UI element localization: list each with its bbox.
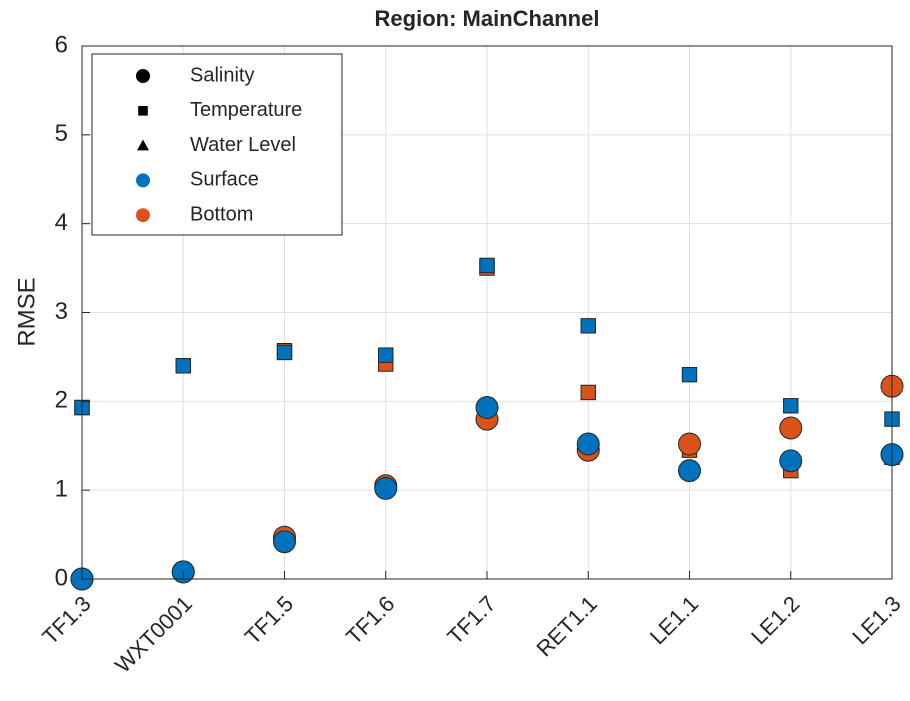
point bbox=[580, 318, 596, 334]
marker bbox=[138, 106, 148, 116]
point bbox=[475, 396, 499, 420]
x-tick-label: TF1.3 bbox=[37, 591, 95, 649]
y-tick-label: 1 bbox=[55, 476, 68, 503]
x-tick-label: WXT0001 bbox=[110, 591, 197, 678]
point bbox=[580, 384, 596, 401]
legend-swatch bbox=[136, 208, 150, 223]
point bbox=[479, 257, 495, 274]
point bbox=[681, 366, 698, 383]
marker bbox=[137, 139, 149, 151]
legend-swatch bbox=[136, 173, 150, 188]
y-tick-label: 0 bbox=[55, 564, 68, 591]
marker bbox=[136, 69, 150, 83]
x-tick-label: TF1.7 bbox=[442, 591, 500, 649]
y-tick-label: 3 bbox=[55, 298, 68, 325]
point bbox=[779, 416, 803, 440]
point bbox=[374, 476, 398, 500]
x-tick-label: TF1.5 bbox=[240, 591, 298, 649]
point bbox=[779, 449, 803, 473]
x-tick-label: LE1.1 bbox=[645, 591, 703, 649]
x-tick-label: LE1.2 bbox=[746, 591, 804, 649]
y-tick-label: 4 bbox=[55, 209, 68, 236]
point bbox=[276, 344, 293, 361]
x-tick-label: TF1.6 bbox=[341, 591, 399, 649]
chart-title: Region: MainChannel bbox=[375, 6, 600, 31]
point bbox=[273, 530, 296, 554]
y-tick-label: 2 bbox=[55, 387, 68, 414]
legend: Salinity Temperature Water Level Surface Bot… bbox=[136, 64, 302, 225]
point bbox=[576, 432, 600, 456]
legend-label: Water Level bbox=[190, 134, 296, 156]
legend-label: Temperature bbox=[190, 99, 302, 121]
point bbox=[678, 432, 701, 456]
x-tick-label: RET1.1 bbox=[531, 591, 601, 661]
y-axis-label: RMSE bbox=[13, 277, 40, 346]
y-tick-label: 5 bbox=[55, 120, 68, 147]
point bbox=[678, 459, 701, 483]
legend-label: Bottom bbox=[190, 203, 253, 225]
point bbox=[378, 347, 394, 363]
legend-box bbox=[91, 53, 343, 236]
y-tick-label: 6 bbox=[55, 31, 68, 58]
legend-label: Surface bbox=[190, 169, 259, 191]
marks bbox=[70, 257, 904, 591]
legend-label: Salinity bbox=[190, 64, 254, 86]
x-tick-label: LE1.3 bbox=[847, 591, 905, 649]
point bbox=[783, 398, 799, 414]
point bbox=[175, 358, 191, 374]
